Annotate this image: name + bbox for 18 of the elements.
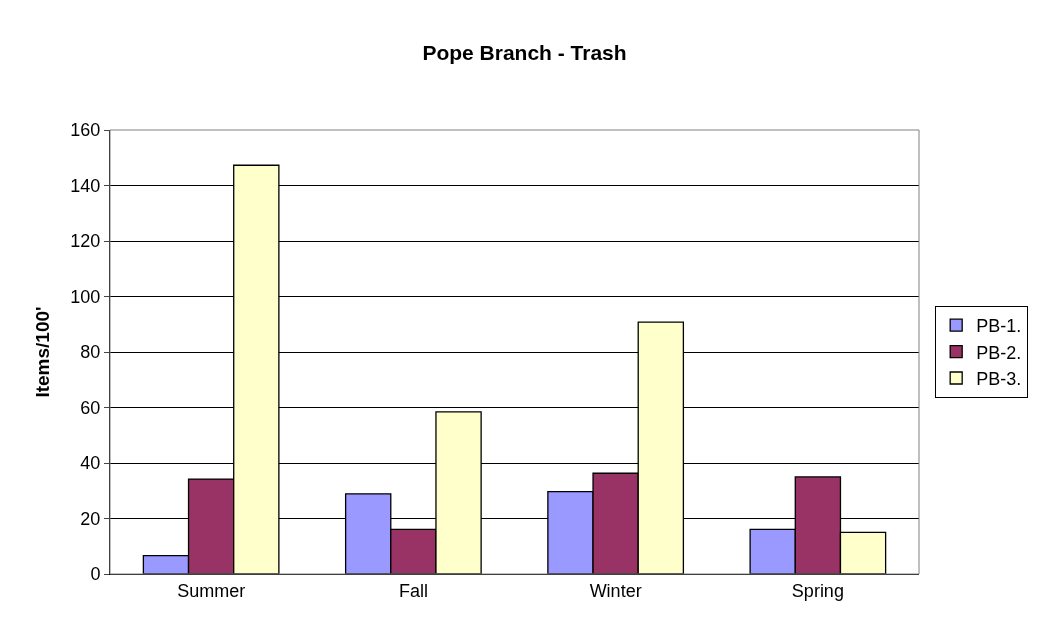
y-tick-label: 60 (80, 397, 101, 418)
legend-label: PB-2. (976, 342, 1022, 363)
y-tick-label: 120 (70, 231, 101, 252)
y-tick-label: 100 (70, 286, 101, 307)
y-axis-title: Items/100' (32, 306, 54, 398)
y-tick-label: 40 (80, 453, 101, 474)
x-tick-label: Summer (177, 580, 246, 601)
y-tick-label: 0 (90, 564, 101, 585)
legend-label: PB-3. (976, 369, 1022, 390)
y-tick-label: 140 (70, 175, 101, 196)
y-tick-label: 160 (70, 120, 101, 141)
legend-label: PB-1. (976, 316, 1022, 337)
x-tick-label: Fall (398, 580, 428, 601)
x-tick-label: Winter (589, 580, 642, 601)
y-tick-label: 80 (80, 342, 101, 363)
y-tick-label: 20 (80, 508, 101, 529)
chart-title: Pope Branch - Trash (422, 40, 627, 64)
x-tick-label: Spring (791, 580, 844, 601)
